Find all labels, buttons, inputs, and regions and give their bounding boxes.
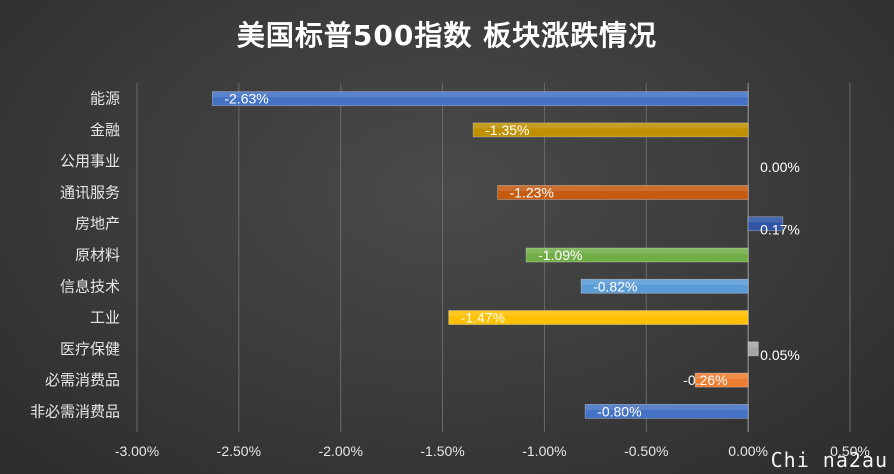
bar-highlight <box>585 404 749 410</box>
bar <box>448 310 749 325</box>
tick-label: -0.50% <box>624 443 668 459</box>
bar <box>472 122 749 138</box>
bar-highlight <box>526 248 749 254</box>
category-label: 必需消费品 <box>45 371 120 389</box>
data-label: -0.82% <box>593 278 637 294</box>
bar-highlight <box>581 279 749 285</box>
bar <box>694 372 749 388</box>
data-label: -1.23% <box>510 184 554 200</box>
bar <box>584 403 749 419</box>
category-label: 原材料 <box>75 246 120 264</box>
bar <box>747 216 784 232</box>
tick-label: 0.50% <box>830 443 870 459</box>
chart-title: 美国标普500指数 板块涨跌情况 <box>236 19 658 52</box>
bar <box>747 341 759 357</box>
bar-highlight <box>473 122 749 129</box>
tick-label: -1.50% <box>420 443 464 459</box>
data-label: -1.09% <box>538 247 582 263</box>
tick-label: -3.00% <box>115 443 159 459</box>
data-label: 0.05% <box>760 347 800 363</box>
data-label: -0.26% <box>683 372 727 388</box>
category-label: 医疗保健 <box>60 340 120 358</box>
bar-highlight <box>497 185 749 192</box>
category-label: 非必需消费品 <box>30 402 120 420</box>
category-label: 工业 <box>90 309 120 327</box>
bar <box>497 185 749 200</box>
bar <box>525 247 749 263</box>
bar <box>580 278 749 294</box>
tick-label: -2.50% <box>217 443 261 459</box>
data-label: 0.17% <box>760 222 800 238</box>
data-label: -1.47% <box>461 310 505 326</box>
tick-label: -2.00% <box>319 443 363 459</box>
bar <box>211 91 749 107</box>
bar-highlight <box>748 341 759 348</box>
bar-highlight <box>695 373 749 379</box>
category-label: 房地产 <box>75 215 120 233</box>
data-label: -1.35% <box>485 122 529 138</box>
data-label: -0.80% <box>597 403 641 419</box>
data-label: -2.63% <box>224 91 268 107</box>
category-label: 公用事业 <box>60 152 120 170</box>
category-label: 能源 <box>90 90 120 108</box>
bar-highlight <box>748 216 783 223</box>
bar-highlight <box>448 310 749 317</box>
watermark: Chi na2au <box>770 448 888 472</box>
data-label: 0.00% <box>760 159 800 175</box>
bar-highlight <box>212 91 749 98</box>
tick-label: -1.00% <box>522 443 566 459</box>
tick-label: 0.00% <box>728 443 768 459</box>
category-label: 信息技术 <box>60 277 120 295</box>
category-label: 通讯服务 <box>60 183 120 201</box>
category-label: 金融 <box>90 121 120 139</box>
